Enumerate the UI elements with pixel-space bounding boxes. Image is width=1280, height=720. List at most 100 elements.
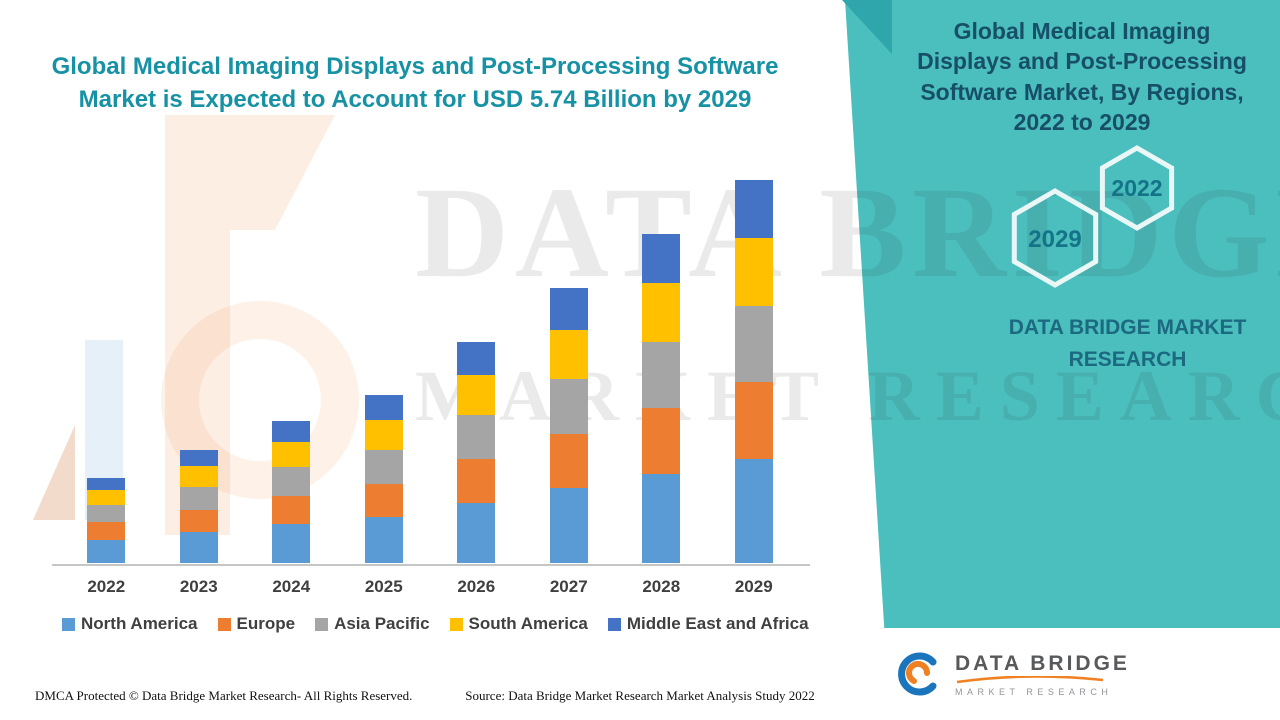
legend-item-asia-pacific: Asia Pacific xyxy=(315,614,430,634)
bar-column-2022 xyxy=(60,163,153,563)
hexagon-2029 xyxy=(1011,188,1099,288)
x-axis-line xyxy=(52,564,810,566)
bar-segment-north-america xyxy=(734,459,773,563)
legend-item-middle-east-and-africa: Middle East and Africa xyxy=(607,614,809,634)
company-logo-name: DATA BRIDGE xyxy=(955,651,1130,675)
bar-column-2025 xyxy=(338,163,431,563)
panel-title: Global Medical Imaging Displays and Post… xyxy=(893,16,1271,137)
brand-wordmark: DATA BRIDGE MARKET RESEARCH xyxy=(985,312,1270,375)
x-axis-label-2024: 2024 xyxy=(272,577,311,596)
bar-segment-europe xyxy=(549,433,588,489)
bar-segment-north-america xyxy=(364,517,403,563)
bar-segment-south-america xyxy=(179,466,218,487)
bar-column-2024 xyxy=(245,163,338,563)
source-citation: Source: Data Bridge Market Research Mark… xyxy=(465,688,815,703)
bar-segment-middle-east-and-africa xyxy=(364,395,403,421)
bar-segment-asia-pacific xyxy=(457,415,496,459)
bar-segment-middle-east-and-africa xyxy=(87,477,126,490)
hexagon-2022 xyxy=(1099,145,1175,231)
bar-segment-north-america xyxy=(642,473,681,563)
company-logo-text: DATA BRIDGE MARKET RESEARCH xyxy=(955,652,1130,697)
bar-segment-asia-pacific xyxy=(272,466,311,496)
page-title-line-1: Global Medical Imaging Displays and Post… xyxy=(51,53,779,80)
year-hexagon-badges: 2029 2022 xyxy=(1011,145,1175,288)
bar-segment-asia-pacific xyxy=(734,305,773,383)
bar-segment-middle-east-and-africa xyxy=(642,234,681,284)
legend-swatch xyxy=(217,617,231,631)
legend-label: Middle East and Africa xyxy=(626,614,809,633)
stacked-bar-2027 xyxy=(549,288,588,563)
bar-segment-south-america xyxy=(549,329,588,379)
plot-area xyxy=(60,163,800,563)
panel-title-line-2: Displays and Post-Processing xyxy=(917,48,1247,75)
bar-segment-middle-east-and-africa xyxy=(549,288,588,330)
panel-corner-accent xyxy=(842,0,892,54)
bar-segment-europe xyxy=(272,495,311,525)
x-axis-label-2026: 2026 xyxy=(457,577,496,596)
bar-segment-asia-pacific xyxy=(87,505,126,523)
bar-segment-south-america xyxy=(272,441,311,467)
stacked-bar-2025 xyxy=(364,395,403,563)
bar-segment-europe xyxy=(364,483,403,517)
bar-segment-south-america xyxy=(734,237,773,306)
page-title: Global Medical Imaging Displays and Post… xyxy=(50,50,780,116)
panel-title-line-1: Global Medical Imaging xyxy=(953,18,1211,44)
bar-segment-middle-east-and-africa xyxy=(457,342,496,375)
bar-segment-europe xyxy=(734,382,773,459)
legend-item-south-america: South America xyxy=(449,614,588,634)
bar-segment-europe xyxy=(179,509,218,533)
stacked-bar-2022 xyxy=(87,477,126,563)
bar-segment-asia-pacific xyxy=(642,341,681,408)
bar-segment-europe xyxy=(457,459,496,503)
bar-segment-south-america xyxy=(364,420,403,451)
brand-wordmark-line-2: RESEARCH xyxy=(1068,347,1187,371)
bar-segment-middle-east-and-africa xyxy=(272,420,311,442)
legend-item-north-america: North America xyxy=(62,614,198,634)
teal-side-panel xyxy=(845,0,1280,720)
panel-title-line-4: 2022 to 2029 xyxy=(1013,109,1151,136)
bar-segment-north-america xyxy=(87,539,126,563)
bar-segment-asia-pacific xyxy=(364,450,403,484)
x-axis-label-2025: 2025 xyxy=(364,577,403,596)
bar-segment-middle-east-and-africa xyxy=(734,180,773,238)
legend-swatch xyxy=(315,617,329,631)
dmca-notice: DMCA Protected © Data Bridge Market Rese… xyxy=(35,688,413,703)
company-logo-icon xyxy=(898,652,937,696)
legend-swatch xyxy=(62,617,75,631)
company-logo-subtitle: MARKET RESEARCH xyxy=(955,686,1113,697)
bar-segment-north-america xyxy=(457,503,496,563)
bar-segment-asia-pacific xyxy=(179,486,218,510)
bar-column-2028 xyxy=(615,163,708,563)
legend: North America Europe Asia Pacific South Ame… xyxy=(62,614,852,634)
logo-swoosh xyxy=(956,675,1104,683)
bar-segment-europe xyxy=(87,522,126,540)
legend-label: Asia Pacific xyxy=(334,614,430,633)
panel-title-line-3: Software Market, By Regions, xyxy=(920,78,1244,105)
x-axis-label-2029: 2029 xyxy=(734,577,773,596)
bar-segment-south-america xyxy=(87,489,126,506)
stacked-bar-2028 xyxy=(642,234,681,563)
bar-column-2026 xyxy=(430,163,523,563)
bar-column-2023 xyxy=(153,163,246,563)
x-axis-label-2028: 2028 xyxy=(642,577,681,596)
x-axis-label-2022: 2022 xyxy=(87,577,126,596)
legend-label: North America xyxy=(81,614,198,633)
stacked-bar-2029 xyxy=(734,180,773,563)
bar-column-2029 xyxy=(708,163,801,563)
bar-segment-middle-east-and-africa xyxy=(179,449,218,467)
page-title-line-2: Market is Expected to Account for USD 5.… xyxy=(78,86,752,114)
x-axis-label-2023: 2023 xyxy=(179,577,218,596)
bar-segment-south-america xyxy=(642,283,681,342)
bar-segment-north-america xyxy=(272,524,311,563)
stacked-bar-2024 xyxy=(272,420,311,563)
hexagon-2029-label: 2029 xyxy=(1028,226,1081,253)
stacked-bar-2023 xyxy=(179,449,218,563)
bar-column-2027 xyxy=(523,163,616,563)
x-axis-labels: 2022 2023 2024 2025 2026 2027 2028 2029 xyxy=(60,577,800,597)
bar-segment-europe xyxy=(642,407,681,474)
legend-label: South America xyxy=(468,614,588,633)
legend-swatch xyxy=(607,617,621,631)
company-logo-card: DATA BRIDGE MARKET RESEARCH xyxy=(866,628,1280,720)
bar-segment-asia-pacific xyxy=(549,378,588,434)
